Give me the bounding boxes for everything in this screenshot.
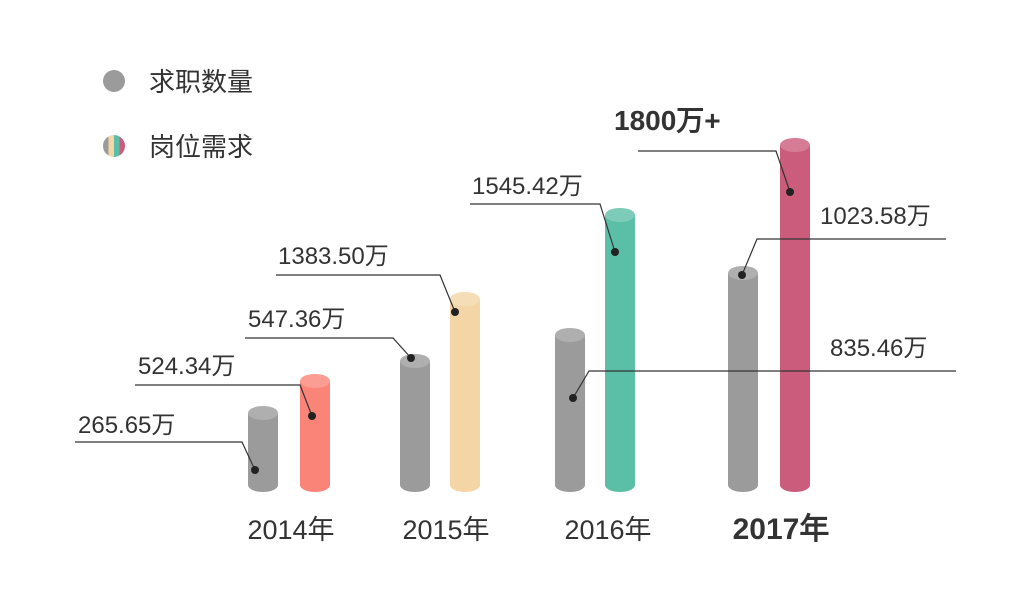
label-demand-0-leader-line bbox=[135, 384, 313, 417]
label-jobseekers-2-marker-dot bbox=[569, 394, 577, 402]
label-demand-1-marker-dot bbox=[451, 308, 459, 316]
legend-label-job-seekers: 求职数量 bbox=[149, 67, 254, 97]
bar-demand-2 bbox=[605, 208, 635, 492]
data-label-jobseekers-0: 265.65万 bbox=[78, 412, 175, 439]
bar-jobseekers-1 bbox=[400, 354, 430, 492]
data-label-demand-2: 1545.42万 bbox=[472, 173, 583, 200]
label-jobseekers-3-marker-dot bbox=[738, 271, 746, 279]
label-demand-2-leader-line bbox=[470, 203, 616, 253]
label-jobseekers-2-leader-line bbox=[572, 370, 956, 399]
data-label-demand-3: 1800万+ bbox=[614, 105, 721, 136]
bar-jobseekers-0 bbox=[248, 406, 278, 492]
label-jobseekers-1-leader-line bbox=[245, 337, 412, 359]
legend-swatch-multicolor bbox=[103, 134, 125, 157]
label-jobseekers-0-leader-line bbox=[75, 441, 256, 471]
legend-label-job-demand: 岗位需求 bbox=[149, 132, 254, 162]
legend-item-job-seekers: 求职数量 bbox=[103, 62, 253, 99]
x-tick-label-0: 2014年 bbox=[247, 515, 334, 545]
label-demand-3-leader-line bbox=[638, 150, 791, 193]
label-demand-2-marker-dot bbox=[611, 248, 619, 256]
label-jobseekers-0-marker-dot bbox=[251, 466, 259, 474]
x-tick-label-1: 2015年 bbox=[402, 515, 489, 545]
legend-item-job-demand: 岗位需求 bbox=[103, 127, 253, 164]
bar-demand-1 bbox=[450, 292, 480, 492]
x-tick-label-3: 2017年 bbox=[733, 513, 830, 546]
bar-jobseekers-2 bbox=[555, 328, 585, 492]
x-tick-label-2: 2016年 bbox=[564, 515, 651, 545]
bar-jobseekers-3 bbox=[728, 266, 758, 492]
bar-demand-3 bbox=[780, 138, 810, 492]
bar-demand-0 bbox=[300, 374, 330, 492]
label-demand-0-marker-dot bbox=[308, 412, 316, 420]
legend-swatch-gray bbox=[103, 69, 125, 92]
data-label-demand-1: 1383.50万 bbox=[278, 243, 389, 270]
label-demand-1-leader-line bbox=[276, 274, 456, 313]
label-jobseekers-3-leader-line bbox=[741, 238, 946, 276]
data-label-jobseekers-1: 547.36万 bbox=[248, 306, 345, 333]
label-jobseekers-1-marker-dot bbox=[407, 354, 415, 362]
data-label-jobseekers-3: 1023.58万 bbox=[820, 203, 931, 230]
data-label-demand-0: 524.34万 bbox=[138, 353, 235, 380]
label-demand-3-marker-dot bbox=[786, 188, 794, 196]
data-label-jobseekers-2: 835.46万 bbox=[830, 335, 927, 362]
